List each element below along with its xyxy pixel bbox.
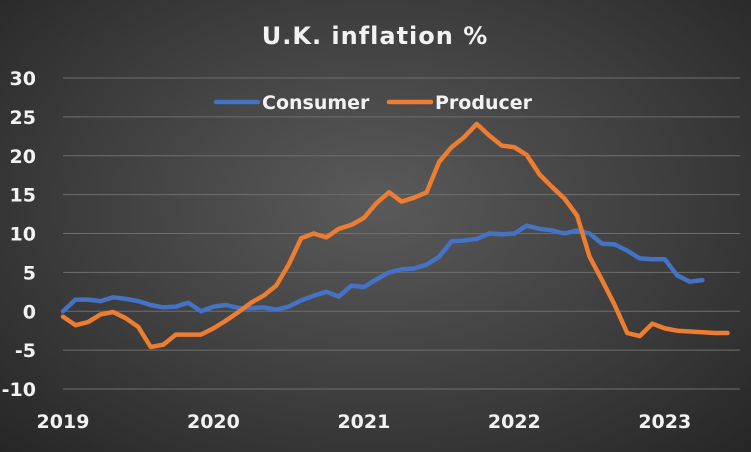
series-line-producer [60, 121, 730, 350]
legend: Consumer Producer [213, 92, 533, 114]
y-axis-labels: -10 -5 0 5 10 15 20 25 30 [2, 68, 36, 401]
gridlines [63, 77, 740, 390]
x-axis-labels: 2019 2020 2021 2022 2023 [37, 411, 692, 433]
series-lines [60, 121, 730, 350]
x-tick-label: 2021 [337, 411, 390, 433]
series-line-consumer [60, 223, 705, 314]
x-tick-label: 2019 [37, 411, 90, 433]
y-tick-label: 15 [10, 185, 36, 207]
y-tick-label: 30 [10, 68, 36, 90]
y-tick-label: -5 [15, 340, 36, 362]
x-tick-label: 2022 [488, 411, 541, 433]
x-tick-label: 2023 [638, 411, 691, 433]
y-tick-label: 20 [10, 146, 36, 168]
legend-label-producer: Producer [435, 92, 533, 114]
legend-label-consumer: Consumer [262, 92, 370, 114]
y-tick-label: 0 [23, 301, 36, 323]
x-tick-label: 2020 [187, 411, 240, 433]
y-tick-label: 5 [23, 262, 36, 284]
chart-title: U.K. inflation % [262, 22, 489, 50]
y-tick-label: 10 [10, 224, 36, 246]
y-tick-label: 25 [10, 107, 36, 129]
y-tick-label: -10 [2, 379, 36, 401]
